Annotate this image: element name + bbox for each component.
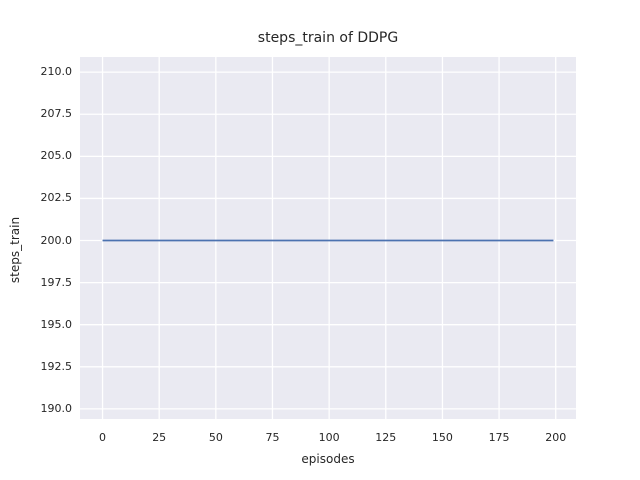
plot-canvas — [80, 57, 576, 419]
x-tick-label: 0 — [99, 431, 107, 444]
y-tick-label: 190.0 — [40, 401, 73, 415]
y-tick-label: 197.5 — [40, 275, 73, 289]
y-tick-label: 195.0 — [40, 317, 73, 331]
y-tick-label: 192.5 — [40, 359, 73, 373]
x-tick-label: 175 — [488, 431, 510, 444]
x-axis-label: episodes — [301, 452, 355, 466]
plot-area — [80, 57, 576, 419]
y-tick-label: 202.5 — [40, 191, 73, 205]
y-tick-label: 207.5 — [40, 107, 73, 121]
x-tick-label: 25 — [152, 431, 167, 444]
y-axis-label: steps_train — [8, 216, 22, 284]
y-tick-label: 205.0 — [40, 149, 73, 163]
y-tick-label: 210.0 — [40, 65, 73, 79]
y-tick-label: 200.0 — [40, 233, 73, 247]
x-tick-label: 100 — [318, 431, 340, 444]
x-tick-label: 125 — [375, 431, 397, 444]
x-tick-label: 50 — [208, 431, 223, 444]
x-tick-label: 75 — [265, 431, 280, 444]
x-tick-label: 200 — [545, 431, 567, 444]
x-tick-label: 150 — [431, 431, 453, 444]
chart-title: steps_train of DDPG — [257, 30, 399, 46]
